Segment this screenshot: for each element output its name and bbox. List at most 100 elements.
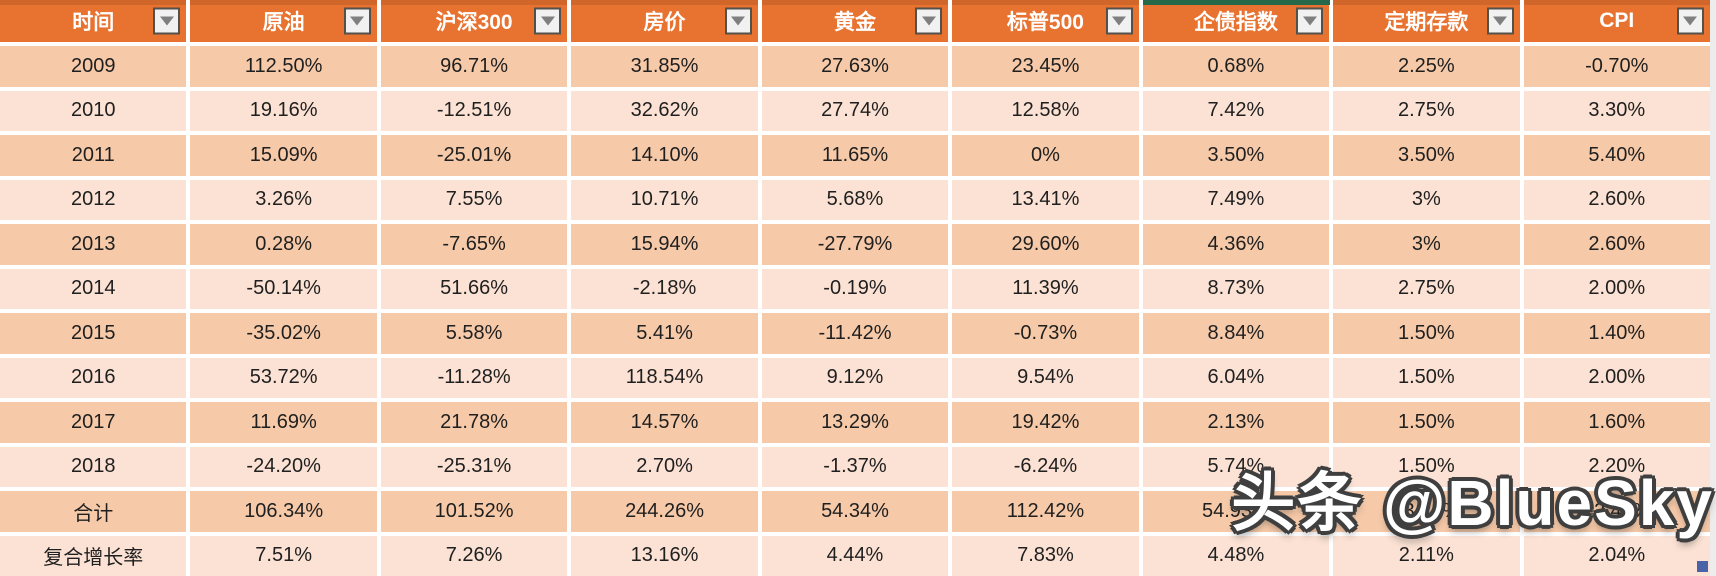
filter-button-csi300[interactable] bbox=[534, 7, 562, 35]
cell-2013-sp500: 29.60% bbox=[952, 224, 1139, 265]
filter-button-crude-oil[interactable] bbox=[343, 7, 371, 35]
row-label: 2016 bbox=[0, 357, 187, 398]
cell-合计-gold: 54.34% bbox=[761, 491, 949, 532]
cell-2017-csi300: 21.78% bbox=[380, 402, 568, 443]
cell-复合增长率-gold: 4.44% bbox=[761, 535, 949, 576]
row-label: 2010 bbox=[0, 90, 187, 131]
cell-合计-csi300: 101.52% bbox=[380, 491, 568, 532]
cell-2009-csi300: 96.71% bbox=[380, 46, 568, 87]
cell-2011-fixed-deposit: 3.50% bbox=[1333, 135, 1520, 176]
cell-2016-fixed-deposit: 1.50% bbox=[1333, 357, 1520, 398]
right-edge-gutter bbox=[1710, 0, 1716, 576]
cell-2013-fixed-deposit: 3% bbox=[1333, 224, 1520, 265]
cell-2014-cpi: 2.00% bbox=[1523, 268, 1710, 309]
cell-2013-cpi: 2.60% bbox=[1523, 224, 1710, 265]
cell-2018-csi300: -25.31% bbox=[380, 446, 568, 487]
cell-2018-house-price: 2.70% bbox=[571, 446, 758, 487]
row-label: 2015 bbox=[0, 313, 187, 354]
cell-2013-csi300: -7.65% bbox=[380, 224, 568, 265]
filter-dropdown-triangle-icon bbox=[731, 16, 746, 26]
column-header-fixed-deposit: 定期存款 bbox=[1333, 0, 1520, 42]
cell-2015-cpi: 1.40% bbox=[1523, 313, 1710, 354]
cell-2011-cpi: 5.40% bbox=[1523, 135, 1710, 176]
column-header-label: 定期存款 bbox=[1384, 11, 1469, 34]
filter-dropdown-triangle-icon bbox=[1302, 16, 1317, 26]
row-label: 2009 bbox=[0, 46, 187, 87]
filter-button-fixed-deposit[interactable] bbox=[1486, 7, 1514, 35]
cell-2010-house-price: 32.62% bbox=[571, 90, 758, 131]
cell-2012-corp-bond-index: 7.49% bbox=[1142, 179, 1330, 220]
cell-2009-crude-oil: 112.50% bbox=[190, 46, 377, 87]
fill-handle[interactable] bbox=[1697, 561, 1708, 572]
filter-dropdown-triangle-icon bbox=[1493, 16, 1508, 26]
cell-2018-crude-oil: -24.20% bbox=[190, 446, 377, 487]
cell-合计-crude-oil: 106.34% bbox=[190, 491, 377, 532]
cell-2010-fixed-deposit: 2.75% bbox=[1333, 90, 1520, 131]
cell-合计-sp500: 112.42% bbox=[952, 491, 1139, 532]
cell-2014-sp500: 11.39% bbox=[952, 268, 1139, 309]
cell-复合增长率-cpi: 2.04% bbox=[1523, 535, 1710, 576]
cell-2009-corp-bond-index: 0.68% bbox=[1142, 46, 1330, 87]
cell-2009-gold: 27.63% bbox=[761, 46, 949, 87]
cell-复合增长率-crude-oil: 7.51% bbox=[190, 535, 377, 576]
cell-2010-corp-bond-index: 7.42% bbox=[1142, 90, 1330, 131]
cell-2010-cpi: 3.30% bbox=[1523, 90, 1710, 131]
cell-2017-house-price: 14.57% bbox=[571, 402, 758, 443]
cell-2016-crude-oil: 53.72% bbox=[190, 357, 377, 398]
cell-2012-cpi: 2.60% bbox=[1523, 179, 1710, 220]
cell-2014-csi300: 51.66% bbox=[380, 268, 568, 309]
column-selection-indicator bbox=[1143, 0, 1330, 5]
cell-合计-fixed-deposit: 23.25% bbox=[1333, 491, 1520, 532]
cell-2014-crude-oil: -50.14% bbox=[190, 268, 377, 309]
cell-2012-crude-oil: 3.26% bbox=[190, 179, 377, 220]
filter-dropdown-triangle-icon bbox=[1683, 16, 1698, 26]
column-header-label: 黄金 bbox=[833, 11, 876, 34]
cell-复合增长率-sp500: 7.83% bbox=[952, 535, 1139, 576]
column-header-sp500: 标普500 bbox=[952, 0, 1139, 42]
cell-2012-house-price: 10.71% bbox=[571, 179, 758, 220]
cell-2017-sp500: 19.42% bbox=[952, 402, 1139, 443]
cell-2014-house-price: -2.18% bbox=[571, 268, 758, 309]
cell-2013-corp-bond-index: 4.36% bbox=[1142, 224, 1330, 265]
column-header-time: 时间 bbox=[0, 0, 187, 42]
cell-2015-fixed-deposit: 1.50% bbox=[1333, 313, 1520, 354]
cell-2017-fixed-deposit: 1.50% bbox=[1333, 402, 1520, 443]
cell-2009-house-price: 31.85% bbox=[571, 46, 758, 87]
cell-2012-gold: 5.68% bbox=[761, 179, 949, 220]
cell-2016-csi300: -11.28% bbox=[380, 357, 568, 398]
cell-合计-house-price: 244.26% bbox=[571, 491, 758, 532]
cell-2018-corp-bond-index: 5.74% bbox=[1142, 446, 1330, 487]
filter-button-gold[interactable] bbox=[915, 7, 943, 35]
filter-button-corp-bond-index[interactable] bbox=[1296, 7, 1324, 35]
cell-2015-csi300: 5.58% bbox=[380, 313, 568, 354]
cell-2011-corp-bond-index: 3.50% bbox=[1142, 135, 1330, 176]
filter-button-sp500[interactable] bbox=[1105, 7, 1133, 35]
cell-2011-gold: 11.65% bbox=[761, 135, 949, 176]
cell-2009-fixed-deposit: 2.25% bbox=[1333, 46, 1520, 87]
cell-2014-corp-bond-index: 8.73% bbox=[1142, 268, 1330, 309]
cell-2016-gold: 9.12% bbox=[761, 357, 949, 398]
filter-button-house-price[interactable] bbox=[724, 7, 752, 35]
row-label: 2012 bbox=[0, 179, 187, 220]
row-label: 2011 bbox=[0, 135, 187, 176]
row-label: 2018 bbox=[0, 446, 187, 487]
column-header-label: 时间 bbox=[72, 11, 115, 34]
cell-2010-sp500: 12.58% bbox=[952, 90, 1139, 131]
cell-2015-house-price: 5.41% bbox=[571, 313, 758, 354]
cell-2017-corp-bond-index: 2.13% bbox=[1142, 402, 1330, 443]
cell-2018-gold: -1.37% bbox=[761, 446, 949, 487]
cell-2018-cpi: 2.20% bbox=[1523, 446, 1710, 487]
column-header-house-price: 房价 bbox=[571, 0, 758, 42]
row-label: 2013 bbox=[0, 224, 187, 265]
cell-2010-gold: 27.74% bbox=[761, 90, 949, 131]
cell-2012-sp500: 13.41% bbox=[952, 179, 1139, 220]
cell-复合增长率-corp-bond-index: 4.48% bbox=[1142, 535, 1330, 576]
cell-2018-sp500: -6.24% bbox=[952, 446, 1139, 487]
filter-button-cpi[interactable] bbox=[1676, 7, 1704, 35]
filter-button-time[interactable] bbox=[153, 7, 181, 35]
cell-2012-csi300: 7.55% bbox=[380, 179, 568, 220]
row-label: 合计 bbox=[0, 491, 187, 532]
cell-复合增长率-house-price: 13.16% bbox=[571, 535, 758, 576]
cell-2010-crude-oil: 19.16% bbox=[190, 90, 377, 131]
